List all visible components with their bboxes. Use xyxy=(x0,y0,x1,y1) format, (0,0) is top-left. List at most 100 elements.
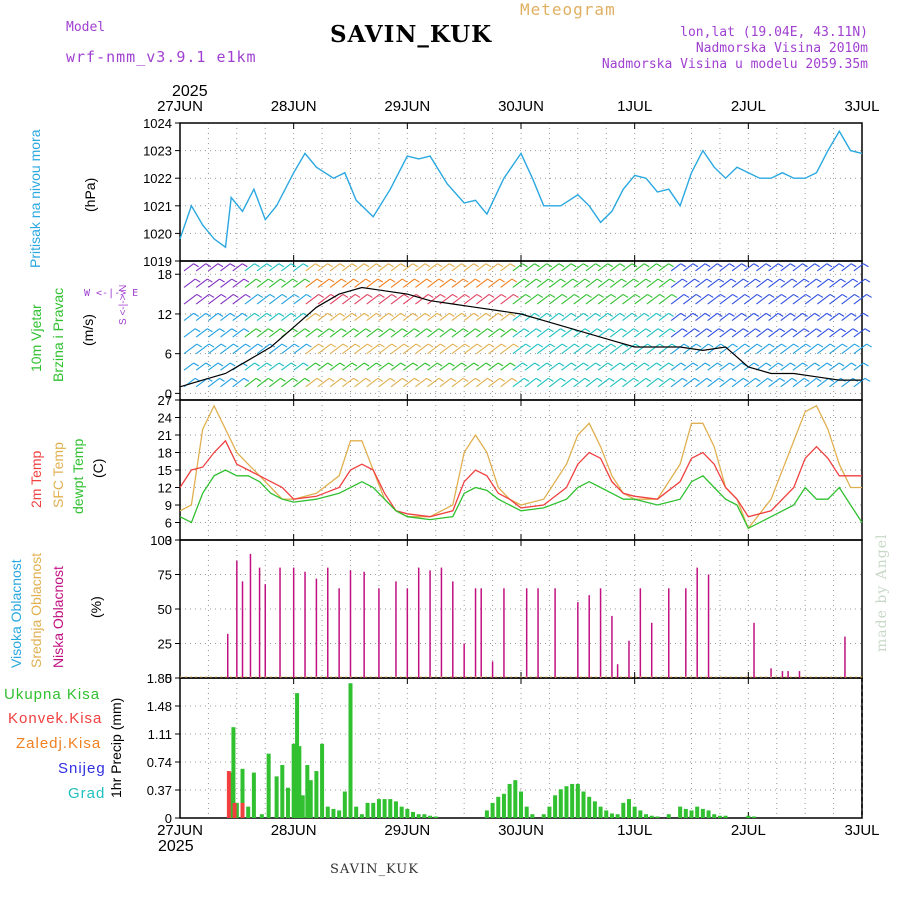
legend-konvek-kisa: Konvek.Kisa xyxy=(8,710,103,727)
wind-barb-flag xyxy=(680,263,687,268)
wind-barb xyxy=(780,328,793,338)
wind-barb-flag xyxy=(193,312,199,317)
wind-barb xyxy=(378,263,389,272)
wind-barb xyxy=(329,293,344,305)
wind-barb-flag xyxy=(534,312,540,317)
wind-barb xyxy=(183,312,194,322)
wind-barb xyxy=(256,312,268,322)
wind-barb xyxy=(244,377,257,388)
wind-barb xyxy=(829,362,840,371)
wind-barb-flag xyxy=(243,278,250,283)
wind-barb-flag xyxy=(669,377,676,382)
precip-bar-total xyxy=(632,806,637,818)
wind-barb-flag xyxy=(682,328,688,333)
precip-bar-total xyxy=(365,802,370,818)
model-name: wrf-nmm_v3.9.1 e1km xyxy=(66,48,257,66)
wind-barb xyxy=(573,377,586,388)
wind-barb xyxy=(427,312,438,322)
wind-barb-flag xyxy=(476,343,483,348)
precip-bar-total xyxy=(405,808,410,818)
wind-barb-flag xyxy=(768,343,775,348)
wind-barb-flag xyxy=(657,278,664,283)
wind-barb xyxy=(634,343,648,355)
wind-barb-flag xyxy=(424,362,431,367)
precip-bar-total xyxy=(507,783,512,818)
precip-bar-total xyxy=(746,815,751,818)
wind-barb-flag xyxy=(584,377,591,382)
precip-bar-total xyxy=(388,799,393,818)
wind-barb-flag xyxy=(826,362,833,367)
wind-barb xyxy=(281,377,293,388)
wind-barb-flag xyxy=(462,278,469,283)
wind-barb xyxy=(293,293,307,305)
wind-barb-flag xyxy=(730,328,737,333)
wind-barb-flag xyxy=(742,278,749,283)
precip-bar-total xyxy=(689,810,694,818)
wind-barb-flag xyxy=(729,263,735,268)
wind-barb-flag xyxy=(440,343,446,348)
wind-barb-flag xyxy=(351,312,358,317)
wind-barb xyxy=(682,278,695,288)
wind-barb-flag xyxy=(217,362,224,367)
wind-barb xyxy=(475,263,487,272)
wind-barb-flag xyxy=(755,278,761,283)
wind-barb-flag xyxy=(278,263,285,268)
wind-barb xyxy=(488,293,502,305)
wind-barb xyxy=(549,263,560,272)
y-tick-label: 27 xyxy=(158,393,172,408)
wind-barb-flag xyxy=(473,263,479,268)
wind-barb-flag xyxy=(427,343,434,348)
wind-barb xyxy=(317,362,328,371)
wind-barb xyxy=(317,312,328,322)
wind-barb-flag xyxy=(669,328,676,333)
wind-barb xyxy=(585,362,596,371)
wind-barb xyxy=(244,328,257,338)
wind-barb-flag xyxy=(645,328,652,333)
wind-barb-flag xyxy=(791,377,798,382)
wind-barb-flag xyxy=(546,263,553,268)
wind-barb-flag xyxy=(755,328,761,333)
precip-bar-total xyxy=(411,811,416,818)
wind-barb xyxy=(768,377,781,388)
wind-barb xyxy=(816,278,829,288)
precip-bar-total xyxy=(592,801,597,818)
wind-barb xyxy=(524,293,539,305)
wind-barb-flag xyxy=(339,263,346,268)
wind-barb xyxy=(536,328,549,338)
wind-barb-flag xyxy=(756,293,763,298)
wind-barb xyxy=(670,312,682,322)
wind-barb xyxy=(695,362,706,371)
wind-barb-flag xyxy=(207,278,213,283)
wind-barb-flag xyxy=(511,278,518,283)
wind-barb xyxy=(622,343,636,355)
precip-bar-total xyxy=(649,815,654,818)
precip-bar-total xyxy=(723,815,728,818)
wind-barb-flag xyxy=(403,293,410,298)
wind-barb-flag xyxy=(233,343,239,348)
wind-barb-flag xyxy=(412,362,419,367)
wind-barb xyxy=(256,328,269,338)
wind-barb xyxy=(792,343,807,355)
wind-barb xyxy=(195,362,207,371)
wind-barb-flag xyxy=(193,263,199,268)
wind-barb xyxy=(415,263,426,272)
wind-barb xyxy=(622,312,633,322)
wind-barb xyxy=(804,293,819,305)
wind-barb xyxy=(731,263,742,272)
wind-barb-flag xyxy=(586,343,592,348)
wind-barb-flag xyxy=(231,278,238,283)
wind-barb-flag xyxy=(816,328,822,333)
wind-barb xyxy=(427,263,438,272)
wind-barb-flag xyxy=(389,377,396,382)
wind-barb xyxy=(841,263,852,272)
wind-barb-flag xyxy=(280,377,286,382)
precip-bar-total xyxy=(371,802,376,818)
wind-barb-flag xyxy=(814,263,820,268)
precip-bar-total xyxy=(376,799,381,818)
wind-barb-flag xyxy=(657,377,664,382)
wind-barb xyxy=(780,278,793,288)
wind-barb-flag xyxy=(315,362,321,367)
wind-barb-flag xyxy=(767,328,773,333)
wind-barb-flag xyxy=(570,263,577,268)
y-tick-label: 12 xyxy=(158,307,172,322)
